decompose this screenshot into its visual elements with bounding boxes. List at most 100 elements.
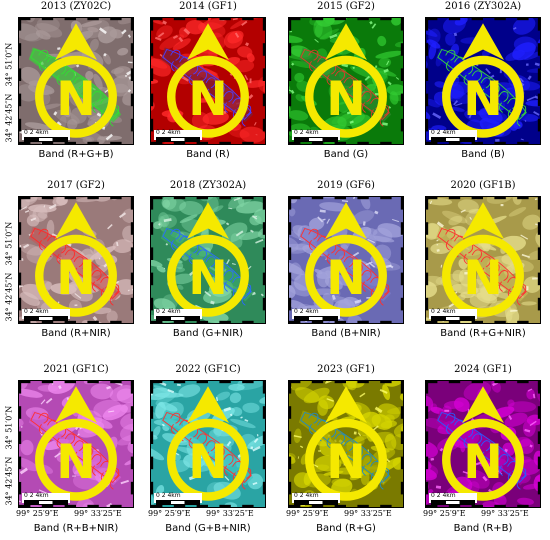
glacier-outline [30,227,120,306]
north-arrow-icon: N [442,386,524,501]
scale-bar-graphic [431,500,475,505]
panel-caption: Band (G+NIR) [172,328,244,339]
scale-bar: 0 2 4km [22,129,70,142]
scale-bar-graphic [431,316,475,321]
scale-bar: 0 2 4km [154,129,202,142]
map-image: N 0 2 4km [18,17,134,145]
scale-bar-label: 0 2 4km [294,492,319,499]
north-arrow-icon: N [442,23,524,138]
scale-bar-label: 0 2 4km [24,308,49,315]
map-panel: 2024 (GF1) N 0 2 4km Band (R+B) 99° 25′9″E 99… [423,364,541,534]
scale-bar-label: 0 2 4km [294,129,319,136]
map-image: N 0 2 4km [150,196,266,324]
scale-bar: 0 2 4km [429,492,477,505]
latitude-label: 34° 42′45″N [4,272,14,322]
panel-title: 2013 (ZY02C) [40,1,112,12]
panel-caption: Band (R+G+B) [38,149,114,160]
panel-title: 2015 (GF2) [317,1,375,12]
scale-bar-label: 0 2 4km [156,308,181,315]
map-image: N 0 2 4km [425,196,541,324]
north-label: N [56,435,96,490]
scale-bar: 0 2 4km [154,492,202,505]
north-label: N [56,251,96,306]
panel-caption: Band (B+NIR) [311,328,381,339]
map-image: N 0 2 4km [425,17,541,145]
longitude-label: 99° 33′25″E [481,509,529,518]
scale-bar: 0 2 4km [22,308,70,321]
panel-caption: Band (B) [461,149,505,160]
north-arrow-icon: N [167,202,249,317]
panel-title: 2016 (ZY302A) [444,1,522,12]
longitude-label: 99° 25′9″E [16,509,59,518]
north-label: N [188,72,228,127]
map-image: N 0 2 4km [150,380,266,508]
longitude-label: 99° 25′9″E [286,509,329,518]
north-label: N [463,72,503,127]
panel-title: 2019 (GF6) [317,180,375,191]
scale-bar-graphic [156,316,200,321]
panel-caption: Band (R+G) [316,523,376,534]
map-panel: 2018 (ZY302A) N 0 2 4km Band (G+NIR) [150,180,266,339]
scale-bar: 0 2 4km [292,308,340,321]
map-panel: 2014 (GF1) N 0 2 4km Band (R) [150,1,266,160]
scale-bar-graphic [24,316,68,321]
map-image: N 0 2 4km [425,380,541,508]
scale-bar-label: 0 2 4km [294,308,319,315]
map-panel: 2022 (GF1C) N 0 2 4km Band (G+B+NIR) 99° 25′… [148,364,266,534]
map-image: N 0 2 4km [288,17,404,145]
north-label: N [463,435,503,490]
north-label: N [56,72,96,127]
map-panel: 2021 (GF1C) N 0 2 4km Band (R+B+NIR) 34° 51′… [5,364,134,534]
longitude-label: 99° 33′25″E [74,509,122,518]
north-arrow-icon: N [35,202,117,317]
map-panel: 2013 (ZY02C) N 0 2 4km Band (R+G+B) 34° 51′0… [5,1,134,160]
map-image: N 0 2 4km [18,380,134,508]
scale-bar-label: 0 2 4km [431,492,456,499]
scale-bar: 0 2 4km [154,308,202,321]
panel-caption: Band (G+B+NIR) [165,523,251,534]
north-arrow-icon: N [305,23,387,138]
north-label: N [188,251,228,306]
north-arrow-icon: N [35,23,117,138]
longitude-label: 99° 33′25″E [344,509,392,518]
panel-title: 2024 (GF1) [454,364,512,375]
map-image: N 0 2 4km [18,196,134,324]
scale-bar-graphic [294,500,338,505]
panel-title: 2017 (GF2) [47,180,105,191]
longitude-label: 99° 25′9″E [423,509,466,518]
north-arrow-icon: N [442,202,524,317]
north-arrow-icon: N [305,386,387,501]
scale-bar: 0 2 4km [292,492,340,505]
latitude-label: 34° 42′45″N [4,93,14,143]
map-panel: 2017 (GF2) N 0 2 4km Band (R+NIR) 34° 51′0″N… [5,180,134,339]
panel-caption: Band (R+NIR) [41,328,111,339]
panel-title: 2021 (GF1C) [43,364,109,375]
scale-bar: 0 2 4km [429,129,477,142]
north-arrow-icon: N [167,386,249,501]
panel-caption: Band (R+B) [453,523,513,534]
scale-bar-label: 0 2 4km [431,129,456,136]
north-label: N [326,435,366,490]
scale-bar: 0 2 4km [22,493,70,505]
map-image: N 0 2 4km [150,17,266,145]
glacier-outline [300,48,390,127]
panel-caption: Band (R+B+NIR) [33,523,119,534]
map-panel: 2023 (GF1) N 0 2 4km Band (R+G) 99° 25′9″E 99… [286,364,404,534]
panel-title: 2020 (GF1B) [450,180,516,191]
panel-title: 2022 (GF1C) [175,364,241,375]
scale-bar-label: 0 2 4km [156,492,181,499]
map-image: N 0 2 4km [288,380,404,508]
scale-bar: 0 2 4km [429,309,477,321]
map-panel: 2015 (GF2) N 0 2 4km Band (G) [288,1,404,160]
map-image: N 0 2 4km [288,196,404,324]
scale-bar-label: 0 2 4km [156,129,181,136]
scale-bar-graphic [156,500,200,505]
north-label: N [188,435,228,490]
scale-bar-graphic [294,137,338,142]
scale-bar-graphic [24,500,68,505]
scale-bar-label: 0 2 4km [24,129,49,136]
scale-bar-graphic [294,316,338,321]
north-arrow-icon: N [35,386,117,501]
latitude-label: 34° 42′45″N [4,456,14,506]
